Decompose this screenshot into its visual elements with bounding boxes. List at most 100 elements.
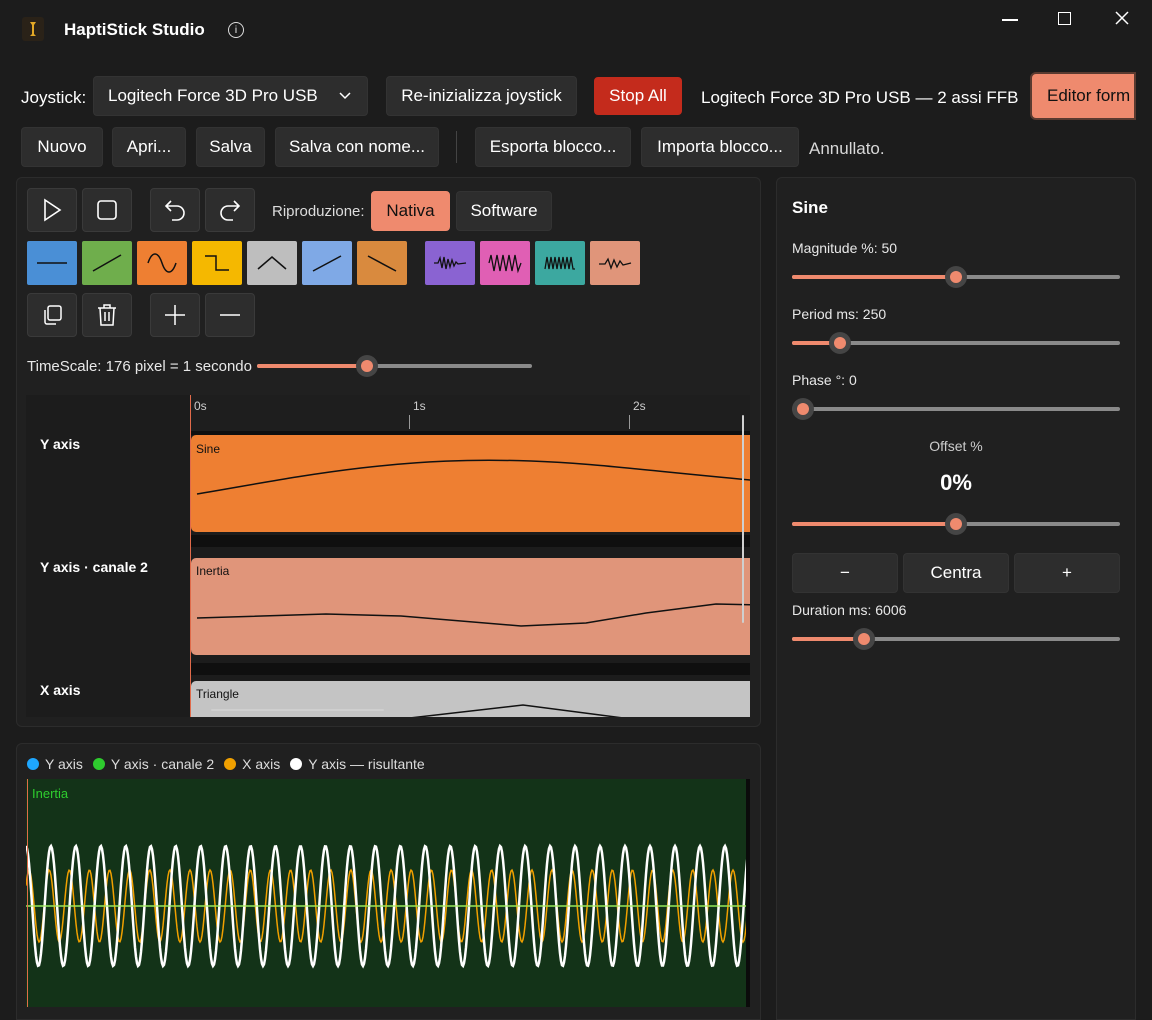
redo-button[interactable] bbox=[205, 188, 255, 232]
phase-slider-thumb[interactable] bbox=[792, 398, 814, 420]
new-button[interactable]: Nuovo bbox=[21, 127, 103, 167]
timeline-horizontal-scrollbar[interactable] bbox=[211, 709, 384, 711]
minimize-button[interactable] bbox=[1002, 19, 1018, 21]
offset-value: 0% bbox=[940, 470, 972, 495]
timescale-slider[interactable] bbox=[257, 355, 532, 377]
legend-y-axis-result: Y axis — risultante bbox=[290, 756, 425, 772]
track-separator-0 bbox=[190, 431, 750, 435]
editor-form-button[interactable]: Editor form bbox=[1030, 72, 1136, 120]
shape-sawtooth-down[interactable] bbox=[357, 241, 407, 285]
save-button[interactable]: Salva bbox=[196, 127, 265, 167]
shape-constant[interactable] bbox=[27, 241, 77, 285]
shape-ramp[interactable] bbox=[82, 241, 132, 285]
trash-icon bbox=[98, 304, 116, 326]
timeline: 0s 1s 2s Y axis Y axis · canale 2 X axis… bbox=[26, 395, 750, 717]
duration-slider[interactable] bbox=[792, 628, 1120, 650]
stop-icon bbox=[97, 200, 117, 220]
preview-legend: Y axis Y axis · canale 2 X axis Y axis —… bbox=[27, 756, 435, 772]
playhead[interactable] bbox=[190, 395, 191, 717]
ruler-mark-1 bbox=[409, 415, 410, 429]
stop-all-button[interactable]: Stop All bbox=[594, 77, 682, 115]
offset-slider[interactable] bbox=[792, 513, 1120, 535]
playback-label: Riproduzione: bbox=[272, 203, 365, 220]
remove-track-button[interactable] bbox=[205, 293, 255, 337]
sawtooth-down-icon bbox=[367, 255, 397, 272]
period-slider-thumb[interactable] bbox=[829, 332, 851, 354]
shape-friction[interactable] bbox=[535, 241, 585, 285]
offset-increase-button[interactable]: + bbox=[1014, 553, 1120, 593]
legend-label: Y axis · canale 2 bbox=[110, 756, 215, 772]
ruler: 0s 1s 2s bbox=[190, 395, 750, 431]
close-button[interactable] bbox=[1112, 8, 1132, 28]
shape-spring[interactable] bbox=[425, 241, 475, 285]
delete-button[interactable] bbox=[82, 293, 132, 337]
reinit-joystick-button[interactable]: Re-inizializza joystick bbox=[386, 76, 577, 116]
offset-center-button[interactable]: Centra bbox=[903, 553, 1009, 593]
waveform-preview: Inertia bbox=[26, 779, 750, 1007]
export-block-button[interactable]: Esporta blocco... bbox=[475, 127, 631, 167]
undo-button[interactable] bbox=[150, 188, 200, 232]
sine-icon bbox=[147, 253, 177, 273]
track-label-y-axis: Y axis bbox=[40, 436, 81, 452]
friction-icon bbox=[544, 256, 575, 270]
stop-button[interactable] bbox=[82, 188, 132, 232]
shape-square[interactable] bbox=[192, 241, 242, 285]
period-slider[interactable] bbox=[792, 332, 1120, 354]
ruler-tick-2: 2s bbox=[633, 399, 646, 413]
ruler-tick-1: 1s bbox=[413, 399, 426, 413]
open-button[interactable]: Apri... bbox=[112, 127, 186, 167]
constant-icon bbox=[37, 262, 67, 264]
shape-inertia[interactable] bbox=[590, 241, 640, 285]
joystick-label: Joystick: bbox=[21, 88, 87, 107]
joystick-select[interactable]: Logitech Force 3D Pro USB bbox=[93, 76, 368, 116]
duration-slider-fill bbox=[792, 637, 864, 641]
shape-damper[interactable] bbox=[480, 241, 530, 285]
triangle-icon bbox=[257, 256, 287, 270]
info-icon[interactable]: i bbox=[228, 22, 244, 38]
save-as-button[interactable]: Salva con nome... bbox=[275, 127, 439, 167]
offset-decrease-button[interactable]: − bbox=[792, 553, 898, 593]
title-bar: HaptiStick Studio i bbox=[0, 0, 1152, 58]
series-y-axis-result bbox=[26, 843, 750, 969]
magnitude-slider-thumb[interactable] bbox=[945, 266, 967, 288]
chevron-down-icon bbox=[339, 92, 351, 100]
undo-icon bbox=[164, 200, 185, 221]
track-label-y-axis-ch2: Y axis · canale 2 bbox=[40, 559, 148, 575]
magnitude-slider[interactable] bbox=[792, 266, 1120, 288]
shape-triangle[interactable] bbox=[247, 241, 297, 285]
offset-slider-thumb[interactable] bbox=[945, 513, 967, 535]
block-triangle[interactable]: Triangle bbox=[191, 681, 750, 717]
sawtooth-up-icon bbox=[312, 255, 342, 272]
track-separator-1 bbox=[190, 535, 750, 547]
block-inertia[interactable]: Inertia bbox=[191, 558, 750, 655]
maximize-button[interactable] bbox=[1058, 12, 1071, 25]
block-triangle-waveform bbox=[411, 704, 622, 717]
block-inertia-waveform bbox=[196, 603, 750, 627]
timeline-vertical-scrollbar[interactable] bbox=[742, 415, 744, 623]
mode-native-button[interactable]: Nativa bbox=[371, 191, 450, 231]
shape-sawtooth-up[interactable] bbox=[302, 241, 352, 285]
duration-slider-thumb[interactable] bbox=[853, 628, 875, 650]
duplicate-button[interactable] bbox=[27, 293, 77, 337]
mode-software-button[interactable]: Software bbox=[456, 191, 552, 231]
legend-dot bbox=[290, 758, 303, 770]
timescale-slider-thumb[interactable] bbox=[356, 355, 378, 377]
legend-dot bbox=[224, 758, 237, 770]
shape-sine[interactable] bbox=[137, 241, 187, 285]
damper-icon bbox=[488, 254, 522, 274]
phase-label: Phase °: 0 bbox=[792, 372, 857, 388]
properties-panel bbox=[776, 177, 1136, 1020]
block-sine[interactable]: Sine bbox=[191, 435, 750, 532]
play-button[interactable] bbox=[27, 188, 77, 232]
copy-icon bbox=[44, 305, 62, 325]
play-icon bbox=[44, 198, 62, 222]
add-track-button[interactable] bbox=[150, 293, 200, 337]
block-sine-waveform bbox=[196, 459, 750, 495]
minus-icon bbox=[220, 314, 240, 316]
toolbar-divider bbox=[456, 131, 457, 163]
phase-slider[interactable] bbox=[792, 398, 1120, 420]
plus-icon bbox=[165, 305, 185, 325]
import-block-button[interactable]: Importa blocco... bbox=[641, 127, 799, 167]
legend-label: Y axis bbox=[45, 756, 83, 772]
inertia-icon bbox=[599, 257, 632, 270]
